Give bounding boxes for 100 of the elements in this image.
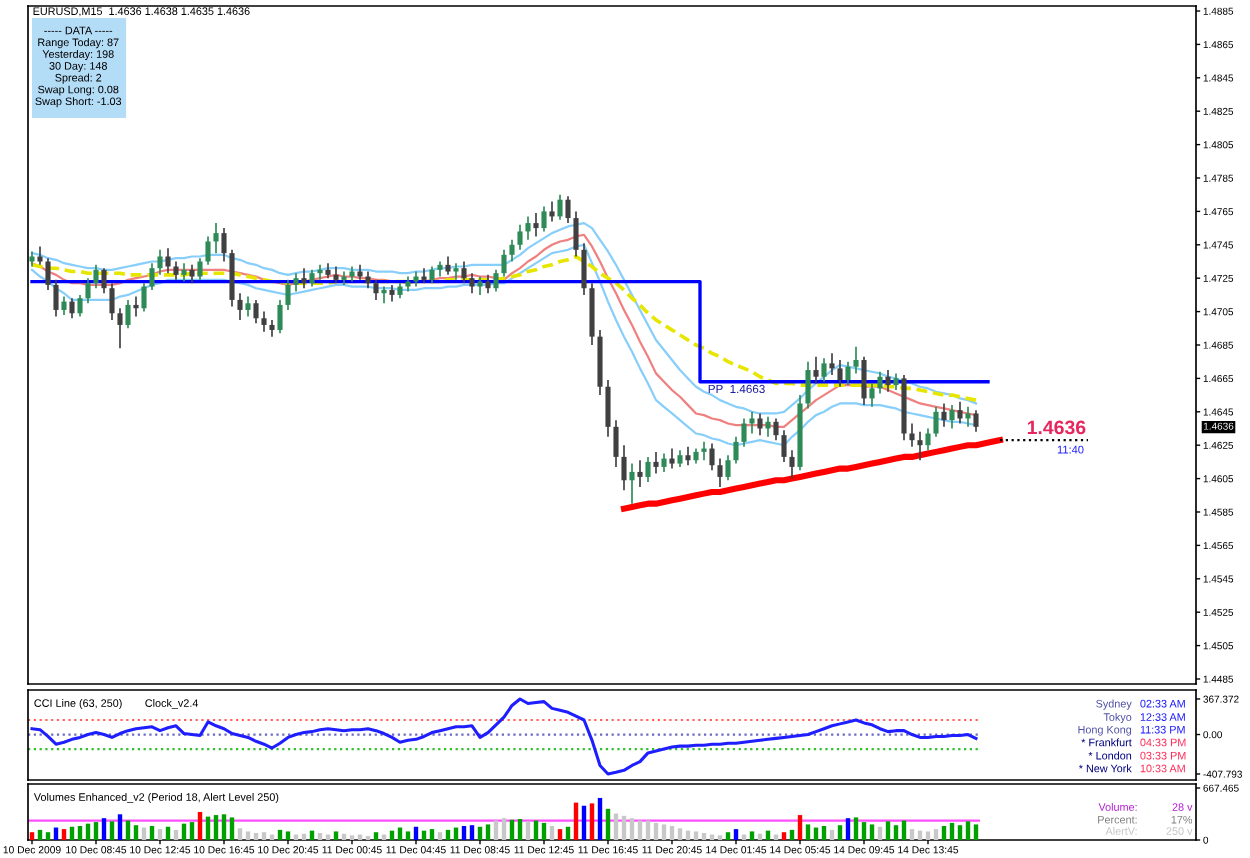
candlestick bbox=[845, 360, 851, 386]
candlestick bbox=[85, 277, 91, 305]
bar bbox=[197, 811, 203, 840]
candlestick bbox=[853, 345, 859, 375]
bar bbox=[941, 825, 947, 840]
candlestick bbox=[613, 419, 619, 468]
bar bbox=[701, 832, 707, 840]
candlestick bbox=[117, 307, 123, 350]
candlestick bbox=[725, 454, 731, 482]
bar bbox=[469, 825, 475, 840]
candlestick bbox=[317, 264, 323, 281]
bar bbox=[877, 826, 883, 840]
bar bbox=[501, 818, 507, 840]
line-series bbox=[30, 697, 978, 776]
bar bbox=[285, 831, 291, 840]
bar bbox=[557, 829, 563, 840]
bar bbox=[117, 814, 123, 840]
bar bbox=[781, 832, 787, 840]
candlestick bbox=[293, 272, 299, 293]
candlestick bbox=[461, 260, 467, 285]
bar bbox=[61, 829, 67, 840]
candlestick bbox=[421, 267, 427, 285]
candlestick bbox=[445, 255, 451, 276]
bar bbox=[245, 831, 251, 840]
bar bbox=[93, 822, 99, 840]
candlestick bbox=[629, 462, 635, 505]
bar bbox=[565, 826, 571, 840]
bar bbox=[621, 815, 627, 840]
bar bbox=[573, 802, 579, 840]
bar bbox=[957, 825, 963, 840]
candlestick bbox=[93, 264, 99, 290]
bar bbox=[109, 821, 115, 840]
candlestick bbox=[101, 267, 107, 295]
candlestick bbox=[205, 235, 211, 266]
bar bbox=[45, 832, 51, 840]
bar bbox=[589, 803, 595, 840]
bar bbox=[165, 826, 171, 840]
candlestick bbox=[557, 193, 563, 221]
candlestick bbox=[181, 262, 187, 283]
candlestick bbox=[517, 223, 523, 251]
candlestick bbox=[869, 382, 875, 408]
bar bbox=[253, 832, 259, 840]
bar bbox=[373, 832, 379, 840]
candlestick bbox=[77, 294, 83, 318]
candlestick bbox=[197, 257, 203, 281]
candlestick bbox=[53, 279, 59, 318]
candlestick bbox=[301, 267, 307, 290]
candlestick bbox=[669, 447, 675, 470]
bar bbox=[605, 808, 611, 840]
candlestick bbox=[141, 282, 147, 313]
candlestick bbox=[837, 359, 843, 388]
bar bbox=[237, 828, 243, 840]
candlestick bbox=[933, 405, 939, 438]
bar bbox=[437, 832, 443, 840]
bar bbox=[477, 826, 483, 840]
candlestick bbox=[165, 247, 171, 275]
candlestick bbox=[765, 415, 771, 438]
candlestick bbox=[45, 257, 51, 291]
candlestick bbox=[717, 457, 723, 488]
bar bbox=[549, 825, 555, 840]
bar bbox=[749, 831, 755, 840]
bar bbox=[893, 825, 899, 840]
candlestick bbox=[229, 248, 235, 308]
bar bbox=[581, 805, 587, 840]
annotation: 1.4636 bbox=[1027, 420, 1086, 435]
candlestick bbox=[133, 295, 139, 318]
candlestick bbox=[173, 260, 179, 281]
bar bbox=[333, 831, 339, 840]
candlestick bbox=[565, 195, 571, 224]
candlestick bbox=[61, 295, 67, 316]
candlestick bbox=[541, 205, 547, 233]
candlestick bbox=[949, 404, 955, 430]
candlestick bbox=[805, 360, 811, 410]
candlestick bbox=[509, 238, 515, 263]
candlestick bbox=[965, 405, 971, 428]
candlestick bbox=[741, 417, 747, 448]
candlestick bbox=[733, 436, 739, 465]
bar bbox=[821, 825, 827, 840]
bar bbox=[845, 818, 851, 840]
bar bbox=[677, 828, 683, 840]
bar bbox=[525, 821, 531, 840]
candlestick bbox=[253, 299, 259, 325]
candlestick bbox=[501, 248, 507, 278]
candlestick bbox=[885, 369, 891, 393]
candlestick bbox=[941, 402, 947, 428]
candlestick bbox=[917, 431, 923, 462]
bar bbox=[429, 829, 435, 840]
candlestick bbox=[285, 279, 291, 311]
candlestick bbox=[381, 285, 387, 305]
candlestick bbox=[861, 355, 867, 406]
bar bbox=[69, 826, 75, 840]
candlestick bbox=[605, 379, 611, 438]
candlestick bbox=[549, 200, 555, 223]
candlestick bbox=[245, 295, 251, 318]
bar bbox=[133, 825, 139, 840]
bar bbox=[869, 824, 875, 840]
bar bbox=[509, 819, 515, 840]
candlestick bbox=[909, 422, 915, 448]
candlestick bbox=[261, 310, 267, 333]
candlestick bbox=[37, 245, 43, 266]
